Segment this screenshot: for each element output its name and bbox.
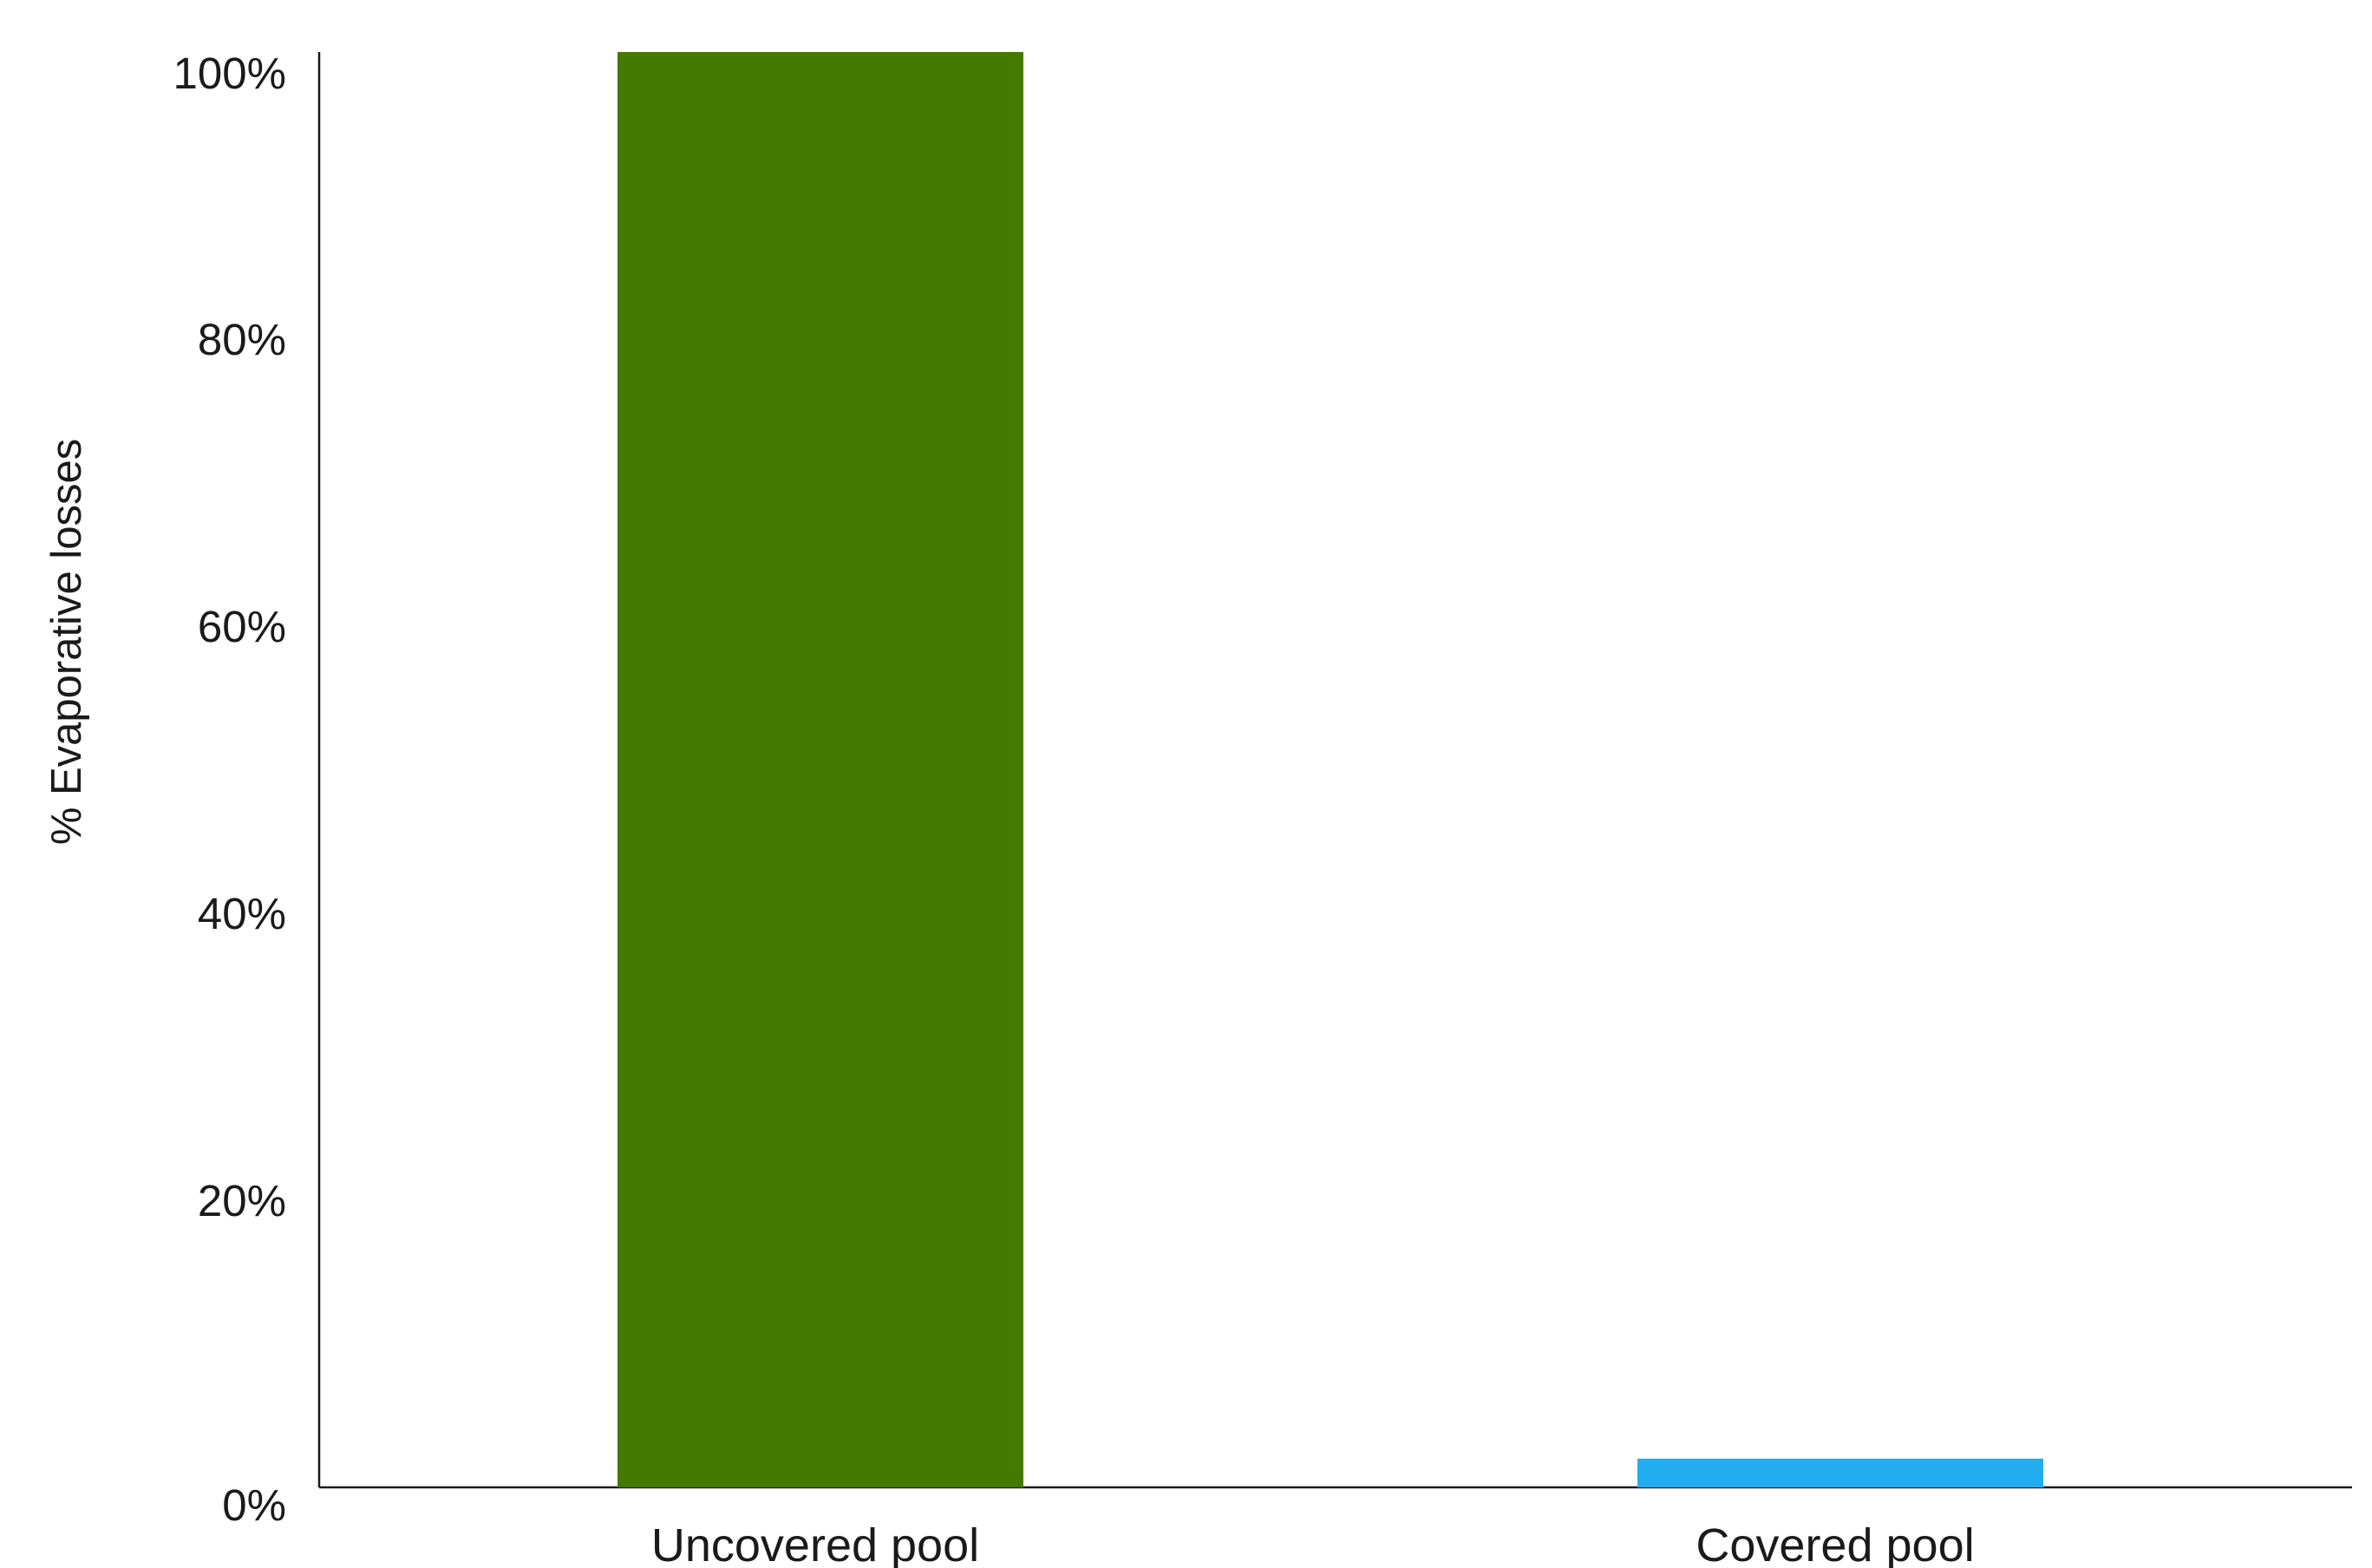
y-axis-title: % Evaporative losses	[43, 439, 90, 845]
bars-group	[618, 52, 2043, 1487]
y-tick-label: 60%	[198, 602, 286, 651]
y-tick-label: 80%	[198, 315, 286, 364]
bar-uncovered-pool	[618, 52, 1023, 1487]
x-category-labels: Uncovered pool Covered pool	[651, 1519, 1975, 1568]
y-tick-label: 0%	[222, 1480, 286, 1530]
bar-covered-pool	[1637, 1458, 2043, 1487]
x-category-label: Uncovered pool	[651, 1519, 979, 1568]
y-tick-labels: 0% 20% 40% 60% 80% 100%	[173, 49, 286, 1530]
y-tick-label: 40%	[198, 889, 286, 938]
y-tick-label: 20%	[198, 1176, 286, 1225]
y-tick-label: 100%	[173, 49, 286, 98]
x-category-label: Covered pool	[1696, 1519, 1974, 1568]
